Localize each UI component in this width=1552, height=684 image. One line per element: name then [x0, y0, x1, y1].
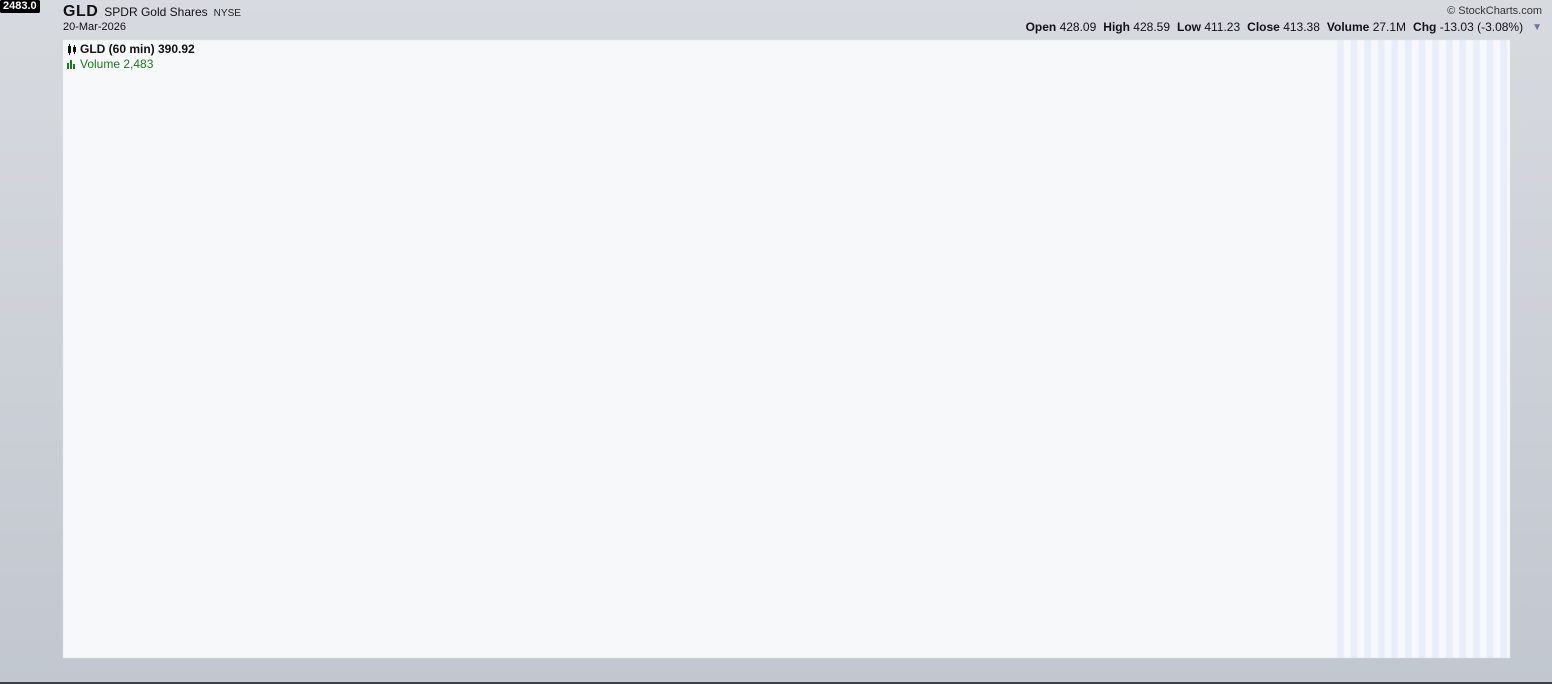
window-bottom-edge	[0, 682, 1552, 684]
candlestick-icon	[68, 43, 76, 55]
volume-bars-icon	[67, 60, 75, 69]
low-label: Low	[1177, 20, 1201, 34]
chart-date: 20-Mar-2026	[63, 21, 126, 33]
high-label: High	[1103, 20, 1130, 34]
chg-dropdown-icon[interactable]: ▼	[1532, 21, 1542, 33]
close-value: 413.38	[1283, 20, 1320, 34]
volume-label: Volume	[1326, 20, 1370, 34]
open-value: 428.09	[1059, 20, 1097, 34]
quote-bar: Open 428.09 High 428.59 Low 411.23 Close…	[1026, 20, 1542, 34]
ticker-exchange: NYSE	[213, 8, 241, 19]
close-label: Close	[1247, 20, 1280, 34]
legend-volume-text: Volume 2,483	[80, 57, 154, 71]
legend-volume-row: Volume 2,483	[67, 57, 153, 71]
open-label: Open	[1025, 20, 1057, 34]
high-value: 428.59	[1133, 20, 1170, 34]
chg-label: Chg	[1413, 20, 1437, 34]
volume-value: 27.1M	[1372, 20, 1407, 34]
low-value: 411.23	[1204, 20, 1241, 34]
legend-main-row: GLD (60 min) 390.92	[67, 42, 195, 56]
ticker-name: SPDR Gold Shares	[104, 5, 208, 19]
stockcharts-watermark[interactable]: © StockCharts.com	[1447, 5, 1542, 17]
legend-main-text: GLD (60 min) 390.92	[80, 42, 195, 56]
last-volume-badge: 2483.0	[0, 0, 40, 13]
chg-value: -13.03 (-3.08%)	[1439, 20, 1524, 34]
ticker-symbol: GLD	[63, 3, 99, 20]
chart-header: GLD SPDR Gold Shares NYSE	[63, 3, 241, 21]
